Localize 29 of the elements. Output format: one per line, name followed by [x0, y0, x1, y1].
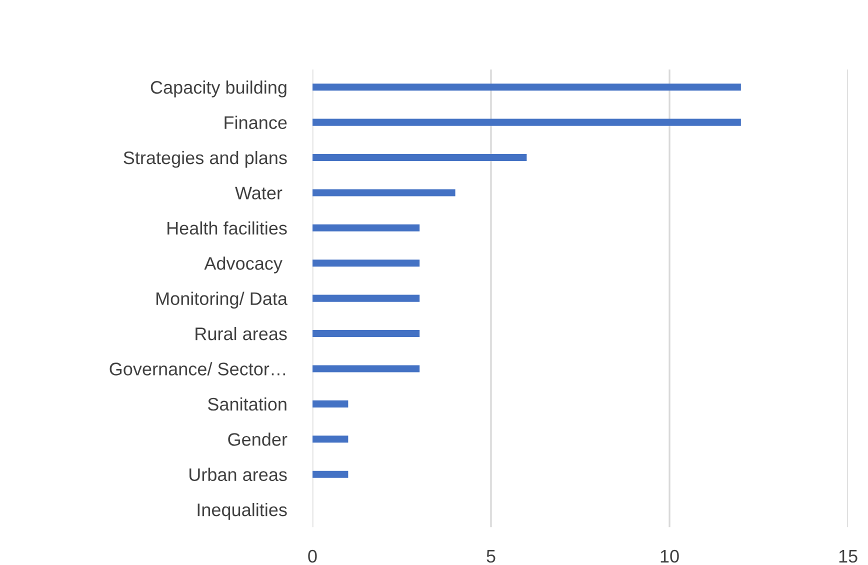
- bar: [312, 154, 527, 162]
- y-tick-label: Health facilities: [168, 221, 287, 235]
- y-tick-label: Rural areas: [196, 326, 287, 340]
- x-tick-label: 10: [660, 550, 679, 563]
- y-tick-label: Strategies and plans: [124, 150, 287, 168]
- x-tick-label: 0: [308, 550, 317, 563]
- bar: [312, 400, 348, 408]
- y-tick-label: Inequalities: [198, 503, 287, 520]
- x-tick-label: 5: [486, 550, 496, 563]
- bar: [312, 118, 741, 126]
- bar: [312, 189, 456, 196]
- y-tick-label: Urban areas: [190, 468, 287, 482]
- bar: [312, 365, 420, 372]
- y-tick-label: Capacity building: [150, 80, 286, 98]
- bar: [312, 260, 420, 267]
- y-tick-label: Governance/ Sector…: [110, 362, 286, 376]
- x-tick-label: 15: [839, 550, 858, 563]
- y-tick-label: Monitoring/ Data: [156, 292, 288, 309]
- y-tick-label: Gender: [228, 432, 288, 446]
- y-tick-label: Advocacy: [204, 256, 282, 274]
- bar: [312, 294, 420, 302]
- y-tick-label: Finance: [224, 116, 287, 130]
- y-tick-label: Sanitation: [208, 397, 286, 411]
- bar: [312, 470, 348, 478]
- y-tick-label: Water: [235, 186, 282, 200]
- bar: [312, 84, 741, 91]
- bar: [312, 330, 420, 338]
- bar: [312, 224, 420, 232]
- bar: [312, 436, 348, 443]
